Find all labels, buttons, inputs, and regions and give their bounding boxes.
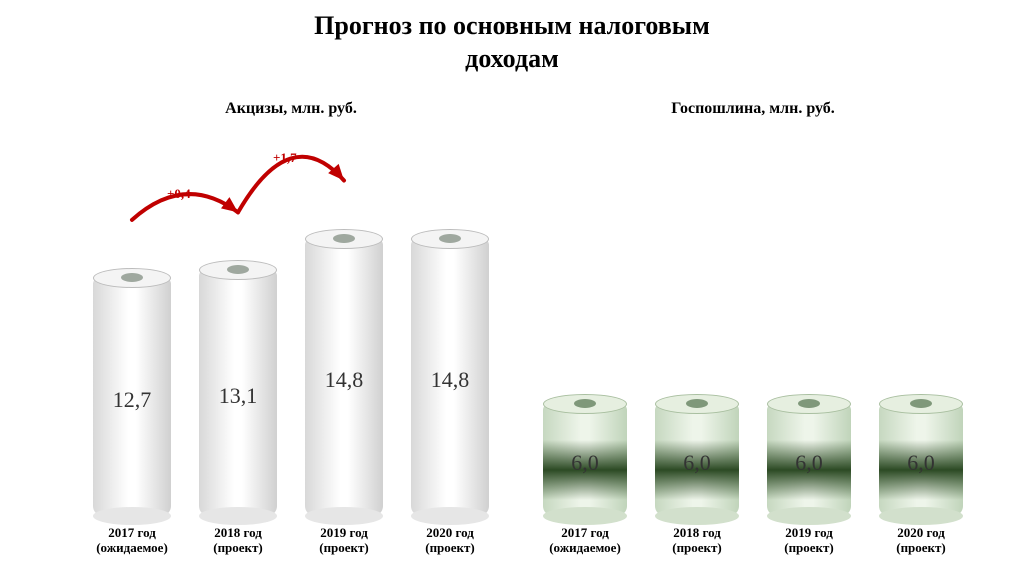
- cylinder-bar: 6,0: [655, 404, 739, 517]
- right-chart: Госпошлина, млн. руб. 2017 год(ожидаемое…: [522, 100, 984, 556]
- page-title: Прогноз по основным налоговым доходам: [0, 0, 1024, 75]
- right-chart-title: Госпошлина, млн. руб.: [522, 100, 984, 118]
- x-axis-label: 2019 год(проект): [757, 526, 861, 556]
- cylinder-body: 6,0: [543, 404, 627, 517]
- cylinder-body: 6,0: [879, 404, 963, 517]
- cylinder-bottom: [767, 507, 851, 525]
- cylinder-bottom: [879, 507, 963, 525]
- cylinder-hole: [910, 399, 932, 408]
- charts-container: Акцизы, млн. руб. 2017 год(ожидаемое)12,…: [0, 100, 1024, 556]
- delta-label: +1,7: [273, 150, 297, 166]
- cylinder-bar: 6,0: [879, 404, 963, 517]
- value-label: 6,0: [543, 450, 627, 476]
- right-chart-plot: 2017 год(ожидаемое) 6,0 2018 год(проект) 6,…: [522, 124, 984, 556]
- cylinder-hole: [574, 399, 596, 408]
- title-line1: Прогноз по основным налоговым: [314, 11, 710, 40]
- cylinder-hole: [686, 399, 708, 408]
- left-chart-title: Акцизы, млн. руб.: [60, 100, 522, 118]
- x-axis-label: 2017 год(ожидаемое): [533, 526, 637, 556]
- cylinder-bottom: [543, 507, 627, 525]
- cylinder-body: 6,0: [655, 404, 739, 517]
- title-line2: доходам: [465, 44, 559, 73]
- value-label: 6,0: [655, 450, 739, 476]
- left-chart: Акцизы, млн. руб. 2017 год(ожидаемое)12,…: [60, 100, 522, 556]
- cylinder-body: 6,0: [767, 404, 851, 517]
- cylinder-bar: 6,0: [543, 404, 627, 517]
- cylinder-bottom: [655, 507, 739, 525]
- x-axis-label: 2018 год(проект): [645, 526, 749, 556]
- cylinder-hole: [798, 399, 820, 408]
- delta-arrow: [60, 124, 522, 556]
- x-axis-label: 2020 год(проект): [869, 526, 973, 556]
- left-chart-plot: 2017 год(ожидаемое)12,72018 год(проект)1…: [60, 124, 522, 556]
- value-label: 6,0: [767, 450, 851, 476]
- value-label: 6,0: [879, 450, 963, 476]
- cylinder-bar: 6,0: [767, 404, 851, 517]
